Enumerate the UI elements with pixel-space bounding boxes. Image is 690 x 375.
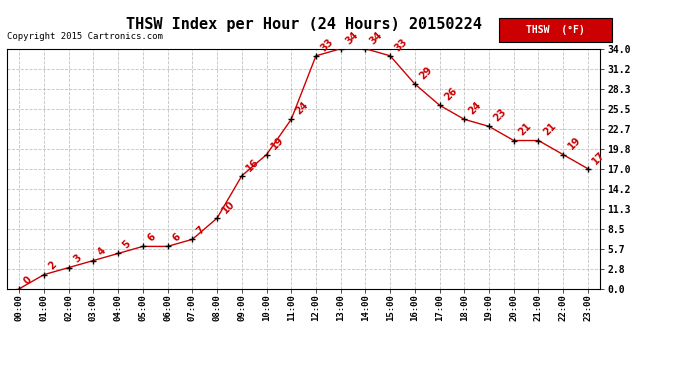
FancyBboxPatch shape <box>500 18 612 42</box>
Text: 21: 21 <box>541 121 558 138</box>
Text: 34: 34 <box>344 29 360 46</box>
Text: 7: 7 <box>195 225 207 237</box>
Text: 5: 5 <box>121 239 132 250</box>
Text: 3: 3 <box>72 253 83 265</box>
Text: 33: 33 <box>319 36 335 53</box>
Text: 2: 2 <box>47 260 59 272</box>
Text: 23: 23 <box>492 107 509 124</box>
Text: 6: 6 <box>146 232 157 244</box>
Text: 33: 33 <box>393 36 410 53</box>
Text: Copyright 2015 Cartronics.com: Copyright 2015 Cartronics.com <box>7 32 163 41</box>
Text: 26: 26 <box>442 86 459 102</box>
Text: 10: 10 <box>220 199 237 215</box>
Text: 24: 24 <box>467 100 484 117</box>
Text: 34: 34 <box>368 29 385 46</box>
Text: 17: 17 <box>591 149 607 166</box>
Text: 21: 21 <box>517 121 533 138</box>
Text: 24: 24 <box>294 100 310 117</box>
Text: 0: 0 <box>22 274 34 286</box>
Text: 6: 6 <box>170 232 182 244</box>
Text: THSW  (°F): THSW (°F) <box>526 24 585 34</box>
Text: 29: 29 <box>417 64 434 81</box>
Text: 4: 4 <box>96 246 108 258</box>
Text: 19: 19 <box>269 135 286 152</box>
Text: 16: 16 <box>244 156 262 173</box>
Text: THSW Index per Hour (24 Hours) 20150224: THSW Index per Hour (24 Hours) 20150224 <box>126 17 482 32</box>
Text: 19: 19 <box>566 135 582 152</box>
